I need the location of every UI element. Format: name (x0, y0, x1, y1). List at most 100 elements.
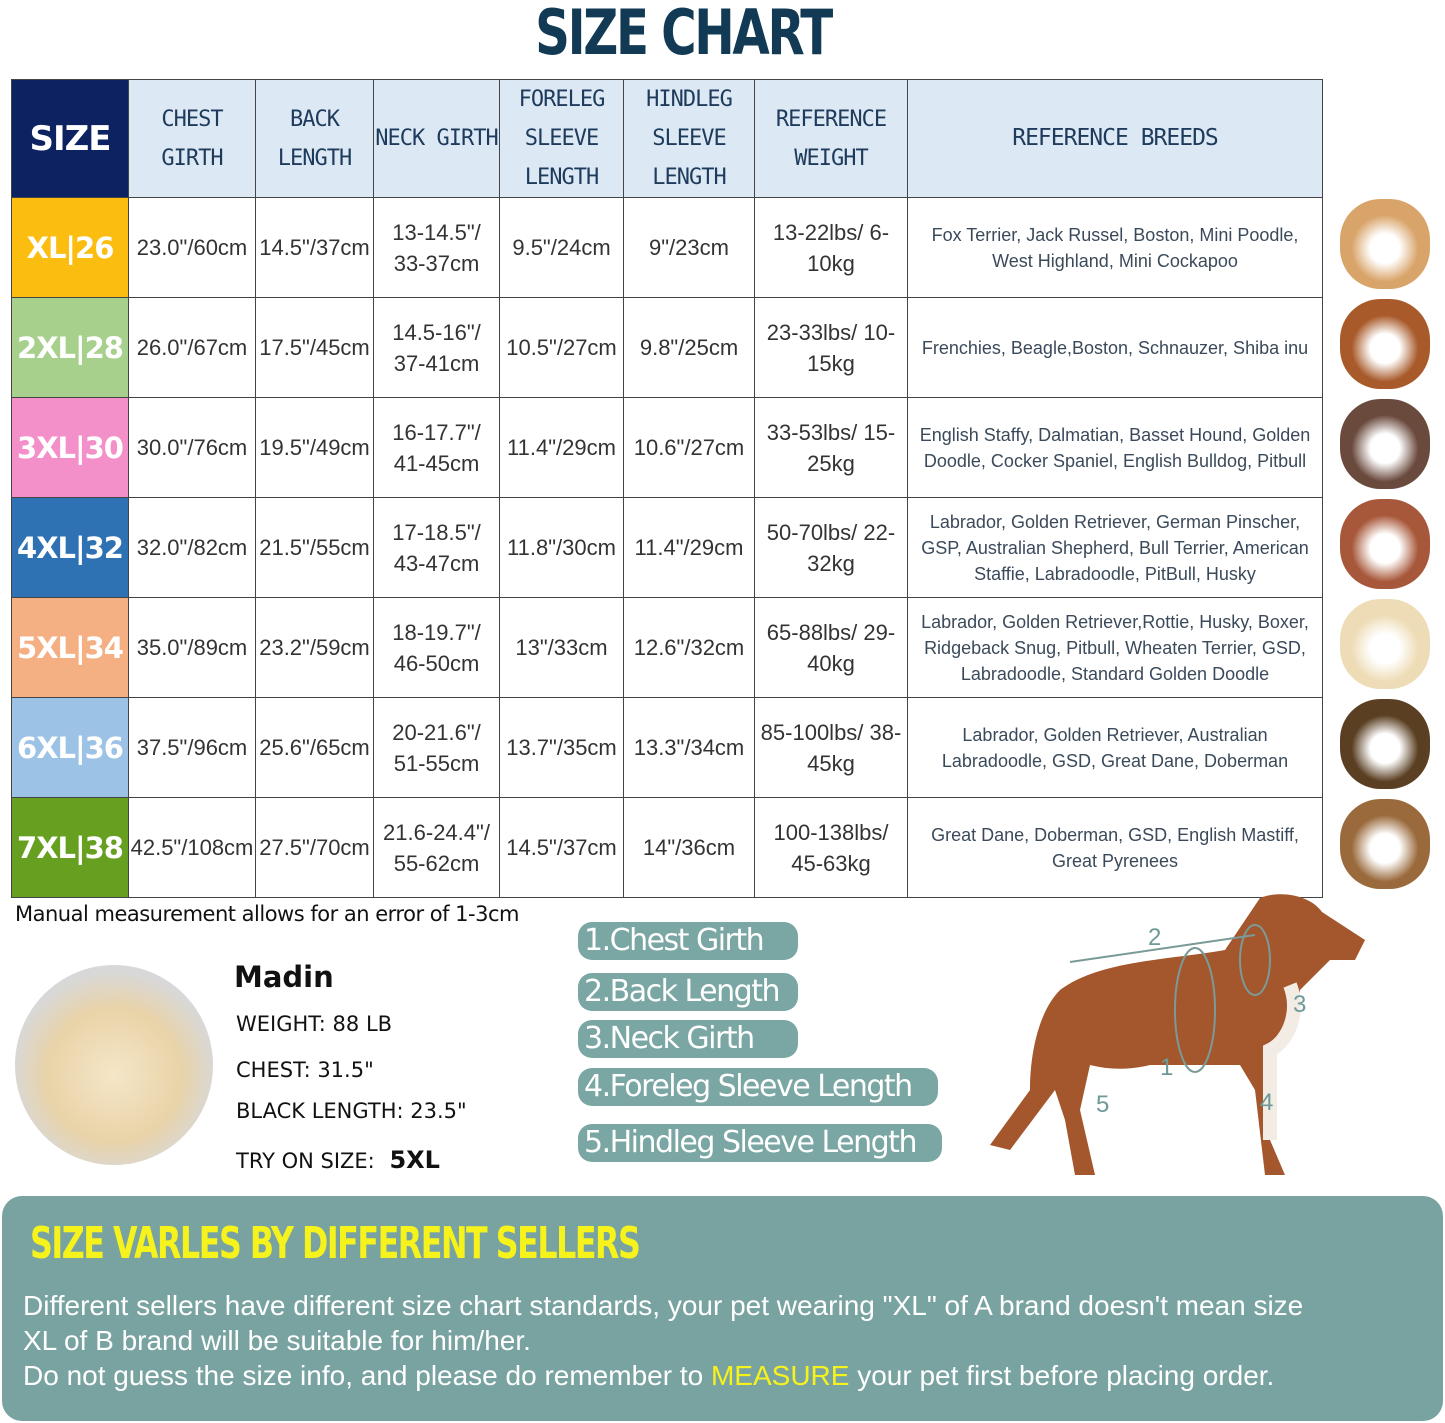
table-row: 5XL|34 35.0"/89cm 23.2"/59cm 18-19.7"/ 46-5… (11, 597, 1323, 698)
back-cell: 27.5"/70cm (255, 797, 374, 898)
foreleg-cell: 11.4"/29cm (499, 397, 624, 498)
weight-cell: 23-33lbs/ 10-15kg (754, 297, 908, 398)
neck-cell: 18-19.7"/ 46-50cm (373, 597, 500, 698)
header-breeds: REFERENCE BREEDS (907, 79, 1323, 198)
measure-neck-girth: 3.Neck Girth (578, 1020, 798, 1058)
table-row: XL|26 23.0"/60cm 14.5"/37cm 13-14.5"/ 33-37… (11, 197, 1323, 298)
header-weight: REFERENCE WEIGHT (754, 79, 908, 198)
table-row: 3XL|30 30.0"/76cm 19.5"/49cm 16-17.7"/ 41-4… (11, 397, 1323, 498)
hindleg-cell: 10.6"/27cm (623, 397, 755, 498)
size-cell: 6XL|36 (11, 697, 129, 798)
notice-measure-highlight: MEASURE (710, 1360, 850, 1391)
diagram-label-3: 3 (1293, 991, 1306, 1018)
breeds-cell: Frenchies, Beagle,Boston, Schnauzer, Shi… (907, 297, 1323, 398)
breed-dog-photo (1340, 599, 1430, 689)
chest-cell: 32.0"/82cm (128, 497, 256, 598)
measure-hindleg: 5.Hindleg Sleeve Length (578, 1124, 942, 1162)
notice-line-1: Different sellers have different size ch… (23, 1290, 1304, 1321)
chest-cell: 37.5"/96cm (128, 697, 256, 798)
header-row: SIZE CHEST GIRTH BACK LENGTH NECK GIRTH … (11, 79, 1323, 198)
breeds-cell: Great Dane, Doberman, GSD, English Masti… (907, 797, 1323, 898)
hindleg-cell: 13.3"/34cm (623, 697, 755, 798)
size-cell: 7XL|38 (11, 797, 129, 898)
notice-line-2: XL of B brand will be suitable for him/h… (23, 1325, 531, 1356)
header-size: SIZE (11, 79, 129, 198)
foreleg-cell: 9.5"/24cm (499, 197, 624, 298)
header-back: BACK LENGTH (255, 79, 374, 198)
weight-cell: 13-22lbs/ 6-10kg (754, 197, 908, 298)
diagram-label-1: 1 (1160, 1054, 1173, 1081)
header-chest: CHEST GIRTH (128, 79, 256, 198)
table-row: 6XL|36 37.5"/96cm 25.6"/65cm 20-21.6"/ 51-5… (11, 697, 1323, 798)
weight-cell: 85-100lbs/ 38-45kg (754, 697, 908, 798)
neck-cell: 17-18.5"/ 43-47cm (373, 497, 500, 598)
foreleg-cell: 10.5"/27cm (499, 297, 624, 398)
dog-measurement-diagram: 1 2 3 4 5 (990, 894, 1365, 1175)
example-length: BLACK LENGTH: 23.5" (236, 1099, 467, 1123)
foreleg-cell: 13.7"/35cm (499, 697, 624, 798)
size-table: SIZE CHEST GIRTH BACK LENGTH NECK GIRTH … (11, 79, 1323, 898)
neck-cell: 13-14.5"/ 33-37cm (373, 197, 500, 298)
example-dog-name: Madin (234, 960, 334, 994)
table-row: 2XL|28 26.0"/67cm 17.5"/45cm 14.5-16"/ 37-4… (11, 297, 1323, 398)
back-cell: 17.5"/45cm (255, 297, 374, 398)
breed-dog-photo (1340, 499, 1430, 589)
notice-line-3: Do not guess the size info, and please d… (23, 1358, 1443, 1393)
chest-cell: 30.0"/76cm (128, 397, 256, 498)
back-cell: 23.2"/59cm (255, 597, 374, 698)
breed-dog-photo (1340, 699, 1430, 789)
header-hindleg: HINDLEG SLEEVE LENGTH (623, 79, 755, 198)
weight-cell: 100-138lbs/ 45-63kg (754, 797, 908, 898)
example-weight: WEIGHT: 88 LB (236, 1012, 393, 1036)
hindleg-cell: 12.6"/32cm (623, 597, 755, 698)
breed-dog-photo (1340, 799, 1430, 889)
weight-cell: 33-53lbs/ 15-25kg (754, 397, 908, 498)
measure-back-length: 2.Back Length (578, 973, 798, 1011)
example-dog-photo (15, 965, 213, 1165)
back-cell: 19.5"/49cm (255, 397, 374, 498)
example-try-size: TRY ON SIZE: 5XL (236, 1146, 440, 1174)
try-label: TRY ON SIZE: (236, 1149, 375, 1173)
chest-cell: 42.5"/108cm (128, 797, 256, 898)
size-cell: XL|26 (11, 197, 129, 298)
example-chest: CHEST: 31.5" (236, 1058, 374, 1082)
breeds-cell: Labrador, Golden Retriever,Rottie, Husky… (907, 597, 1323, 698)
neck-cell: 16-17.7"/ 41-45cm (373, 397, 500, 498)
hindleg-cell: 11.4"/29cm (623, 497, 755, 598)
breed-dog-photo (1340, 299, 1430, 389)
hindleg-cell: 14"/36cm (623, 797, 755, 898)
diagram-label-2: 2 (1148, 924, 1161, 951)
neck-cell: 21.6-24.4"/ 55-62cm (373, 797, 500, 898)
chest-cell: 26.0"/67cm (128, 297, 256, 398)
weight-cell: 65-88lbs/ 29-40kg (754, 597, 908, 698)
size-cell: 4XL|32 (11, 497, 129, 598)
neck-cell: 20-21.6"/ 51-55cm (373, 697, 500, 798)
breed-dog-photo (1340, 199, 1430, 289)
measurement-note: Manual measurement allows for an error o… (15, 902, 519, 926)
back-cell: 25.6"/65cm (255, 697, 374, 798)
header-neck: NECK GIRTH (373, 79, 500, 198)
weight-cell: 50-70lbs/ 22-32kg (754, 497, 908, 598)
notice-line-3c: your pet first before placing order. (849, 1360, 1275, 1391)
header-foreleg: FORELEG SLEEVE LENGTH (499, 79, 624, 198)
chest-cell: 35.0"/89cm (128, 597, 256, 698)
chest-cell: 23.0"/60cm (128, 197, 256, 298)
notice-text: Different sellers have different size ch… (23, 1288, 1443, 1393)
measure-chest-girth: 1.Chest Girth (578, 922, 798, 960)
foreleg-cell: 11.8"/30cm (499, 497, 624, 598)
table-row: 4XL|32 32.0"/82cm 21.5"/55cm 17-18.5"/ 43-4… (11, 497, 1323, 598)
breed-dog-photo (1340, 399, 1430, 489)
size-cell: 3XL|30 (11, 397, 129, 498)
size-cell: 5XL|34 (11, 597, 129, 698)
foreleg-cell: 14.5"/37cm (499, 797, 624, 898)
try-value: 5XL (389, 1146, 440, 1174)
table-row: 7XL|38 42.5"/108cm 27.5"/70cm 21.6-24.4"/ 5… (11, 797, 1323, 898)
measure-foreleg: 4.Foreleg Sleeve Length (578, 1068, 938, 1106)
breeds-cell: English Staffy, Dalmatian, Basset Hound,… (907, 397, 1323, 498)
foreleg-cell: 13"/33cm (499, 597, 624, 698)
hindleg-cell: 9.8"/25cm (623, 297, 755, 398)
notice-line-3a: Do not guess the size info, and please d… (23, 1360, 711, 1391)
hindleg-cell: 9"/23cm (623, 197, 755, 298)
breeds-cell: Labrador, Golden Retriever, German Pinsc… (907, 497, 1323, 598)
page-title: SIZE CHART (535, 0, 833, 69)
